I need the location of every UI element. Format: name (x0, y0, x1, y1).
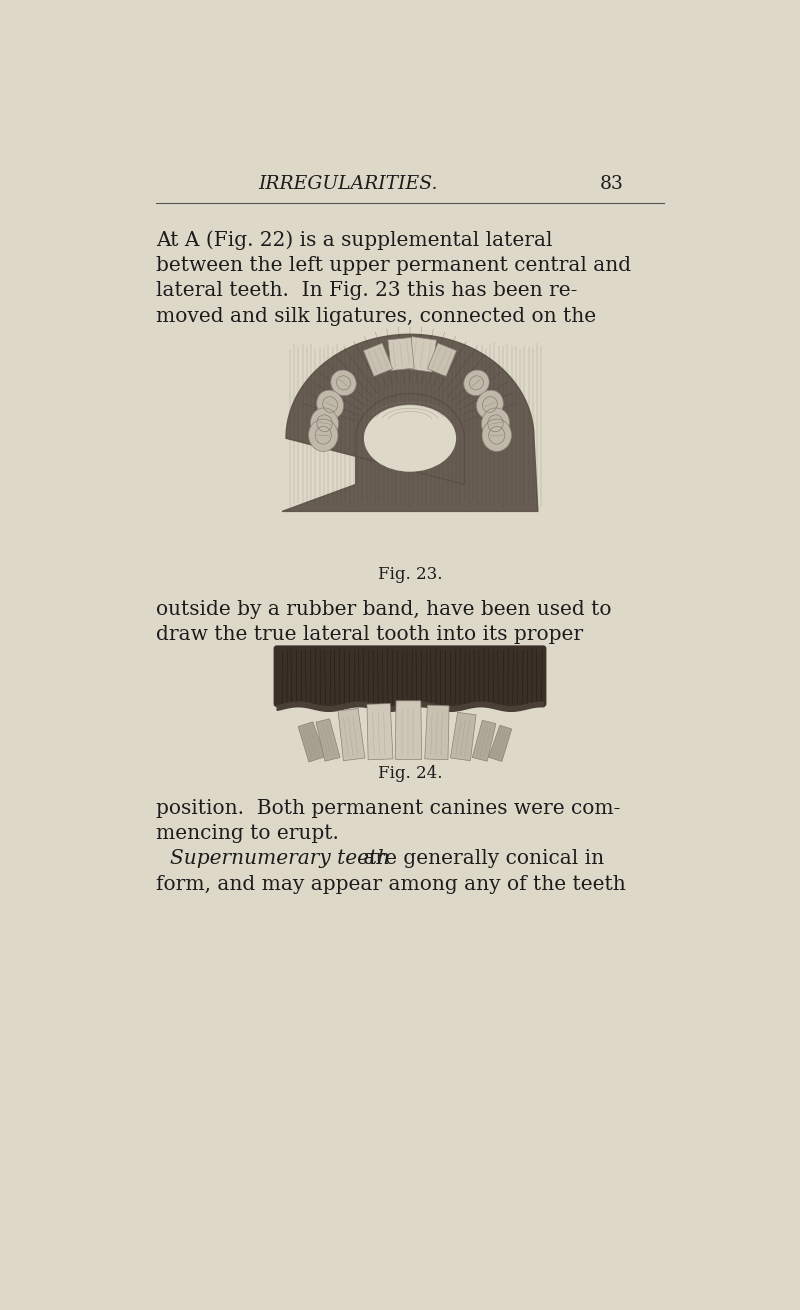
Polygon shape (425, 705, 449, 760)
Polygon shape (407, 337, 437, 372)
Ellipse shape (330, 369, 356, 396)
Text: Supernumerary teeth: Supernumerary teeth (170, 849, 390, 869)
Ellipse shape (310, 407, 338, 439)
Polygon shape (298, 722, 325, 762)
Polygon shape (338, 709, 365, 761)
Ellipse shape (317, 390, 343, 419)
Text: moved and silk ligatures, connected on the: moved and silk ligatures, connected on t… (156, 307, 596, 326)
Polygon shape (472, 721, 496, 761)
Text: are generally conical in: are generally conical in (358, 849, 605, 869)
Text: Fig. 24.: Fig. 24. (378, 765, 442, 782)
Text: IRREGULARITIES.: IRREGULARITIES. (258, 176, 438, 193)
Text: draw the true lateral tooth into its proper: draw the true lateral tooth into its pro… (156, 625, 583, 645)
Text: Fig. 23.: Fig. 23. (378, 566, 442, 583)
Ellipse shape (482, 419, 511, 452)
Ellipse shape (464, 369, 490, 396)
Ellipse shape (482, 407, 510, 439)
Ellipse shape (477, 390, 503, 419)
Text: 83: 83 (599, 176, 623, 193)
Polygon shape (427, 343, 457, 376)
Text: position.  Both permanent canines were com-: position. Both permanent canines were co… (156, 799, 620, 817)
Text: At A (Fig. 22) is a supplemental lateral: At A (Fig. 22) is a supplemental lateral (156, 231, 552, 250)
Text: lateral teeth.  In Fig. 23 this has been re-: lateral teeth. In Fig. 23 this has been … (156, 282, 577, 300)
Polygon shape (282, 334, 538, 511)
Polygon shape (367, 703, 393, 760)
Polygon shape (395, 701, 422, 760)
Polygon shape (316, 719, 340, 761)
Polygon shape (450, 713, 476, 761)
Text: between the left upper permanent central and: between the left upper permanent central… (156, 255, 631, 275)
Text: mencing to erupt.: mencing to erupt. (156, 824, 338, 844)
Polygon shape (388, 338, 414, 371)
Ellipse shape (364, 405, 456, 472)
FancyBboxPatch shape (274, 646, 546, 707)
Polygon shape (489, 726, 512, 761)
Text: form, and may appear among any of the teeth: form, and may appear among any of the te… (156, 875, 626, 893)
Text: outside by a rubber band, have been used to: outside by a rubber band, have been used… (156, 600, 611, 618)
Ellipse shape (309, 419, 338, 452)
Polygon shape (363, 343, 393, 376)
